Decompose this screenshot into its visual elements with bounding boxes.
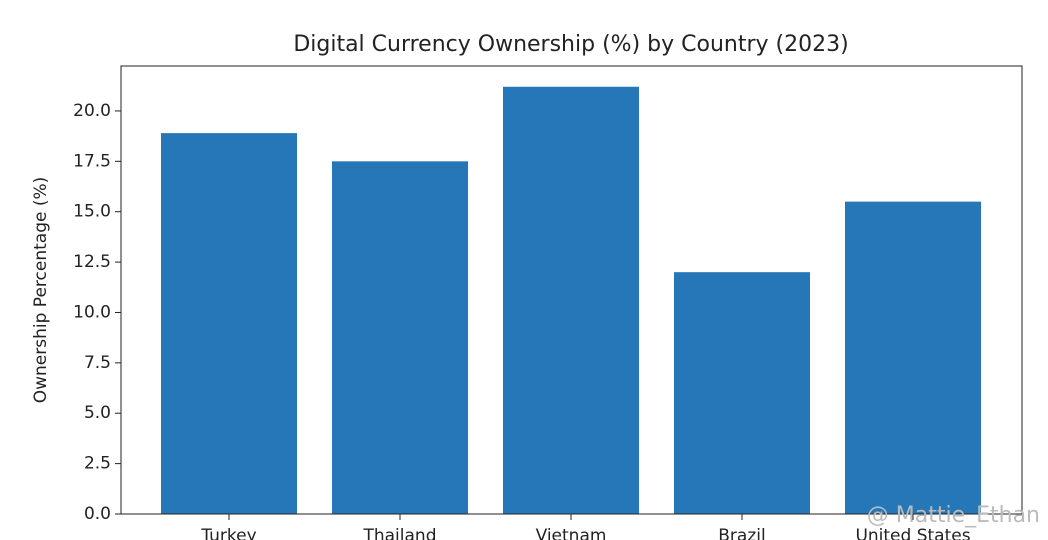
x-tick-label: Vietnam [536, 526, 607, 540]
y-axis-label: Ownership Percentage (%) [31, 177, 51, 404]
bar [332, 161, 468, 515]
chart-title: Digital Currency Ownership (%) by Countr… [293, 32, 848, 57]
x-tick-label: Thailand [362, 526, 436, 540]
bar [674, 272, 810, 514]
watermark: @ Mattie_Ethan [867, 503, 1040, 528]
x-tick-label: Turkey [200, 526, 256, 540]
bar [161, 133, 297, 514]
bar [845, 201, 981, 514]
y-tick-label: 20.0 [73, 101, 111, 121]
y-tick-label: 5.0 [84, 403, 111, 423]
y-tick-label: 0.0 [84, 504, 111, 524]
y-tick-label: 7.5 [84, 353, 111, 373]
x-tick-label: United States [855, 526, 970, 540]
y-tick-label: 10.0 [73, 302, 111, 322]
y-tick-label: 15.0 [73, 202, 111, 222]
y-tick-label: 2.5 [84, 454, 111, 474]
plot-frame [120, 65, 1023, 515]
x-tick-label: Brazil [718, 526, 765, 540]
bar [503, 86, 639, 514]
y-tick-label: 17.5 [73, 151, 111, 171]
y-tick-label: 12.5 [73, 252, 111, 272]
